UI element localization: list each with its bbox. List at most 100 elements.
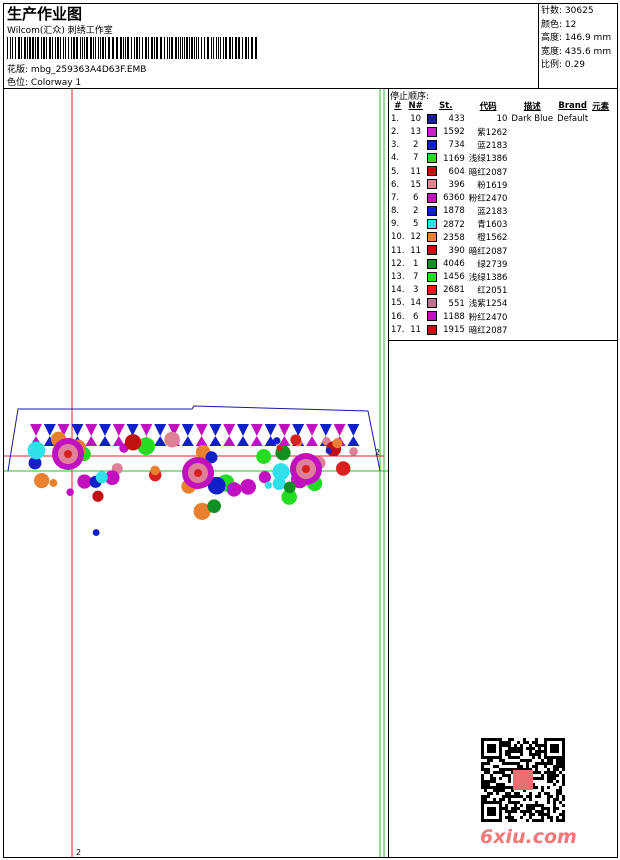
qr-cell bbox=[544, 765, 547, 768]
qr-cell bbox=[556, 744, 559, 747]
qr-cell bbox=[505, 786, 508, 789]
qr-cell bbox=[490, 813, 493, 816]
code: 绿2739 bbox=[477, 259, 508, 270]
qr-cell bbox=[535, 801, 538, 804]
qr-cell bbox=[511, 771, 514, 774]
qr-cell bbox=[481, 741, 484, 744]
qr-cell bbox=[550, 780, 553, 783]
stitch-shape bbox=[195, 424, 208, 446]
qr-cell bbox=[511, 750, 514, 753]
qr-cell bbox=[493, 798, 496, 801]
qr-cell bbox=[547, 768, 550, 771]
qr-cell bbox=[481, 747, 484, 750]
bar bbox=[93, 37, 94, 59]
stat-label: 高度: bbox=[541, 33, 563, 43]
qr-cell bbox=[484, 795, 487, 798]
qr-cell bbox=[520, 753, 523, 756]
qr-cell bbox=[544, 744, 547, 747]
qr-cell bbox=[496, 738, 499, 741]
qr-cell bbox=[514, 807, 517, 810]
stitch-shape bbox=[193, 502, 211, 520]
swatch-cell: 2681 bbox=[425, 284, 467, 297]
table-row: 4. 7 1169 浅绿1386 bbox=[389, 152, 611, 165]
code: 浅绿1386 bbox=[468, 154, 508, 165]
qr-cell bbox=[511, 795, 514, 798]
description-cell bbox=[509, 244, 555, 257]
qr-cell bbox=[535, 753, 538, 756]
qr-cell bbox=[517, 792, 520, 795]
qr-cell bbox=[487, 756, 490, 759]
bar bbox=[21, 37, 22, 59]
qr-cell bbox=[523, 759, 526, 762]
bar bbox=[102, 37, 104, 59]
qr-cell bbox=[508, 738, 511, 741]
element-cell bbox=[590, 231, 611, 244]
element-cell bbox=[590, 191, 611, 204]
qr-cell bbox=[499, 738, 502, 741]
stitch-shape bbox=[112, 424, 125, 446]
bar bbox=[220, 37, 221, 59]
table-row: 1. 10 433 10 Dark Blue Default bbox=[389, 112, 611, 125]
qr-cell bbox=[529, 759, 532, 762]
qr-cell bbox=[541, 744, 544, 747]
qr-cell bbox=[517, 765, 520, 768]
qr-cell bbox=[505, 774, 508, 777]
qr-cell bbox=[487, 810, 490, 813]
qr-cell bbox=[496, 756, 499, 759]
qr-cell bbox=[544, 762, 547, 765]
qr-cell bbox=[481, 738, 484, 741]
needle: 1 bbox=[412, 258, 419, 269]
qr-cell bbox=[517, 768, 520, 771]
qr-cell bbox=[487, 747, 490, 750]
qr-cell bbox=[556, 765, 559, 768]
qr-cell bbox=[529, 768, 532, 771]
brand-cell bbox=[555, 139, 590, 152]
qr-cell bbox=[517, 795, 520, 798]
needle: 7 bbox=[412, 153, 419, 164]
qr-cell bbox=[502, 807, 505, 810]
bar bbox=[60, 37, 61, 59]
qr-cell bbox=[529, 816, 532, 819]
qr-cell bbox=[547, 771, 550, 774]
qr-cell bbox=[544, 771, 547, 774]
description-cell bbox=[509, 297, 555, 310]
brand-cell bbox=[555, 218, 590, 231]
stitches: 2681 bbox=[443, 285, 465, 296]
swatch bbox=[426, 298, 437, 309]
qr-cell bbox=[547, 756, 550, 759]
stitches: 396 bbox=[448, 179, 465, 190]
bar bbox=[86, 37, 88, 59]
stitches: 1188 bbox=[443, 311, 465, 322]
qr-cell bbox=[508, 798, 511, 801]
column-header: 代码 bbox=[479, 101, 497, 112]
qr-cell bbox=[502, 771, 505, 774]
stop-sequence-table: # N# St. 代码 描述 Brand 元素 1. 10 433 10 Dark Blue Defau… bbox=[389, 99, 611, 336]
qr-cell bbox=[490, 807, 493, 810]
stitches: 1169 bbox=[443, 153, 465, 164]
qr-cell bbox=[541, 786, 544, 789]
swatch bbox=[426, 153, 437, 164]
qr-cell bbox=[556, 780, 559, 783]
row-index: 2. bbox=[391, 126, 400, 137]
stitch-shape bbox=[64, 450, 72, 458]
qr-cell bbox=[547, 774, 550, 777]
needle: 11 bbox=[410, 166, 422, 177]
qr-cell bbox=[520, 810, 523, 813]
qr-cell bbox=[556, 795, 559, 798]
qr-cell bbox=[481, 756, 484, 759]
stat: 宽度: 435.6 mm bbox=[541, 46, 611, 60]
brand-cell bbox=[555, 323, 590, 336]
qr-cell bbox=[499, 801, 502, 804]
qr-cell bbox=[484, 771, 487, 774]
qr-cell bbox=[550, 759, 553, 762]
stitch-shape bbox=[283, 481, 296, 494]
stitch-shape bbox=[226, 482, 242, 497]
bar bbox=[95, 37, 96, 59]
outline bbox=[7, 405, 381, 472]
stitches: 734 bbox=[448, 140, 465, 151]
qr-cell bbox=[493, 819, 496, 822]
bar bbox=[156, 37, 158, 59]
swatch-cell: 433 bbox=[425, 112, 467, 125]
qr-cell bbox=[559, 771, 562, 774]
bar bbox=[46, 37, 47, 59]
